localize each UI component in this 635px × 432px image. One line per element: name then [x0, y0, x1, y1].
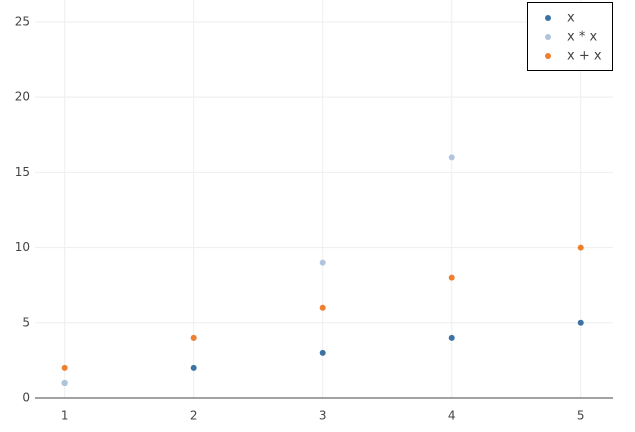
legend-marker	[545, 53, 551, 59]
legend-marker	[545, 15, 551, 21]
x-tick-label: 4	[448, 409, 456, 423]
y-tick-label: 20	[15, 90, 30, 104]
y-tick-label: 0	[22, 391, 30, 405]
legend-marker	[545, 34, 551, 40]
x-tick-label: 5	[577, 409, 585, 423]
point	[319, 304, 326, 311]
x-tick-label: 1	[61, 409, 69, 423]
legend: x x * x x + x	[527, 2, 613, 71]
legend-box	[527, 2, 613, 71]
point	[448, 274, 455, 281]
point	[61, 379, 68, 386]
point	[448, 154, 455, 161]
point	[319, 349, 326, 356]
y-tick-label: 5	[22, 315, 30, 329]
point	[190, 334, 197, 341]
legend-label: x + x	[567, 49, 602, 64]
point	[577, 319, 584, 326]
y-tick-label: 15	[15, 165, 30, 179]
point	[448, 334, 455, 341]
y-tick-label: 10	[15, 240, 30, 254]
x-tick-label: 2	[190, 409, 198, 423]
point	[61, 364, 68, 371]
point	[319, 259, 326, 266]
x-tick-label: 3	[319, 409, 327, 423]
y-tick-label: 25	[15, 14, 30, 28]
legend-label: x * x	[567, 30, 597, 45]
legend-label: x	[567, 11, 575, 26]
point	[577, 244, 584, 251]
point	[190, 364, 197, 371]
